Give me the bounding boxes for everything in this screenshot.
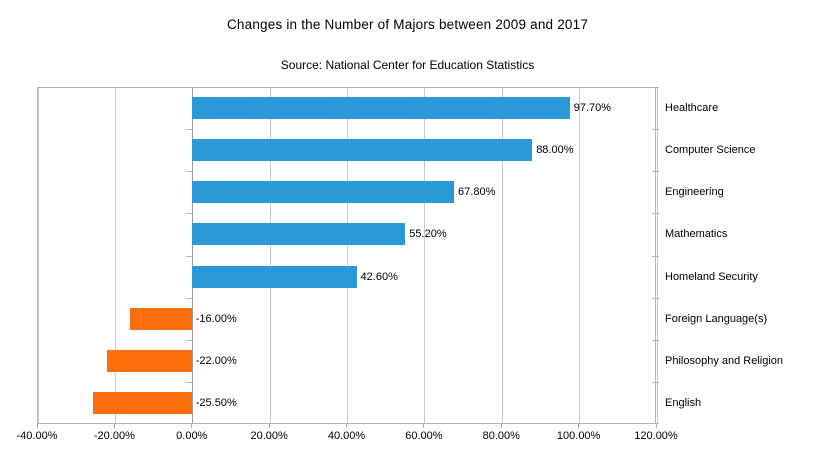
category-axis-tick bbox=[185, 381, 192, 383]
right-axis-tick bbox=[652, 423, 659, 424]
gridline bbox=[347, 88, 348, 423]
gridline bbox=[114, 88, 116, 423]
bar-healthcare bbox=[191, 97, 570, 120]
category-axis-tick bbox=[185, 87, 192, 88]
right-axis-tick bbox=[652, 339, 659, 341]
x-axis-tick-label: 60.00% bbox=[405, 430, 443, 442]
category-axis-tick bbox=[185, 297, 192, 299]
bar-foreign-language-s- bbox=[129, 307, 192, 330]
category-label: Foreign Language(s) bbox=[665, 312, 768, 325]
category-label: Homeland Security bbox=[665, 270, 758, 283]
category-axis-tick bbox=[185, 255, 192, 257]
category-label: Philosophy and Religion bbox=[665, 354, 784, 367]
bar-mathematics bbox=[191, 223, 406, 246]
category-axis-tick bbox=[185, 171, 192, 173]
category-axis-tick bbox=[185, 129, 192, 131]
x-axis-tick-mark bbox=[346, 424, 347, 428]
right-axis-tick bbox=[652, 255, 659, 257]
x-axis-tick-label: -40.00% bbox=[16, 430, 58, 442]
category-label: Healthcare bbox=[665, 102, 719, 115]
right-axis-tick bbox=[652, 87, 659, 88]
category-label: English bbox=[665, 396, 702, 409]
x-axis-tick-mark bbox=[113, 424, 115, 428]
gridline bbox=[501, 88, 503, 423]
bar-english bbox=[93, 391, 192, 414]
gridline bbox=[424, 88, 426, 423]
x-axis-tick-label: 40.00% bbox=[327, 430, 366, 442]
x-axis-tick-label: 120.00% bbox=[634, 430, 678, 442]
category-axis-tick bbox=[185, 339, 192, 341]
gridline bbox=[579, 88, 581, 423]
value-label: 67.80% bbox=[458, 186, 496, 199]
bar-philosophy-and-religion bbox=[106, 349, 192, 372]
category-label: Mathematics bbox=[665, 228, 728, 241]
x-axis-tick-label: -20.00% bbox=[93, 430, 135, 442]
value-label: 88.00% bbox=[536, 144, 574, 157]
chart-title: Changes in the Number of Majors between … bbox=[226, 17, 589, 32]
value-label: 55.20% bbox=[409, 228, 447, 241]
gridline bbox=[37, 88, 39, 423]
bar-engineering bbox=[191, 181, 455, 204]
value-label: -25.50% bbox=[195, 396, 237, 409]
x-axis-tick-mark bbox=[578, 424, 580, 428]
x-axis-tick-mark bbox=[191, 424, 193, 428]
right-axis-tick bbox=[652, 129, 659, 131]
value-label: 42.60% bbox=[360, 270, 398, 283]
bar-homeland-security bbox=[191, 265, 357, 288]
zero-gridline bbox=[192, 88, 194, 423]
x-axis-tick-label: 20.00% bbox=[250, 430, 288, 442]
chart-subtitle: Source: National Center for Education St… bbox=[280, 58, 535, 72]
category-label: Computer Science bbox=[665, 144, 756, 157]
x-axis-tick-mark bbox=[268, 424, 270, 428]
x-axis-tick-label: 80.00% bbox=[482, 430, 520, 442]
value-label: -22.00% bbox=[195, 354, 237, 367]
x-axis-tick-mark bbox=[36, 424, 38, 428]
value-label: 97.70% bbox=[573, 102, 612, 115]
right-axis-tick bbox=[652, 213, 659, 215]
category-axis-tick bbox=[185, 213, 192, 215]
x-axis-tick-mark bbox=[500, 424, 502, 428]
value-label: -16.00% bbox=[195, 312, 237, 325]
x-axis-tick-mark bbox=[423, 424, 425, 428]
category-label: Engineering bbox=[665, 186, 724, 199]
x-axis-tick-label: 0.00% bbox=[176, 430, 208, 442]
x-axis-tick-label: 100.00% bbox=[556, 430, 601, 442]
category-axis-tick bbox=[185, 423, 192, 424]
right-axis-tick bbox=[652, 171, 659, 173]
right-axis-tick bbox=[652, 297, 659, 299]
gridline bbox=[269, 88, 271, 423]
x-axis-tick-mark bbox=[655, 424, 657, 428]
plot-area bbox=[37, 87, 658, 424]
bar-computer-science bbox=[191, 139, 533, 162]
right-axis-tick bbox=[652, 381, 659, 383]
